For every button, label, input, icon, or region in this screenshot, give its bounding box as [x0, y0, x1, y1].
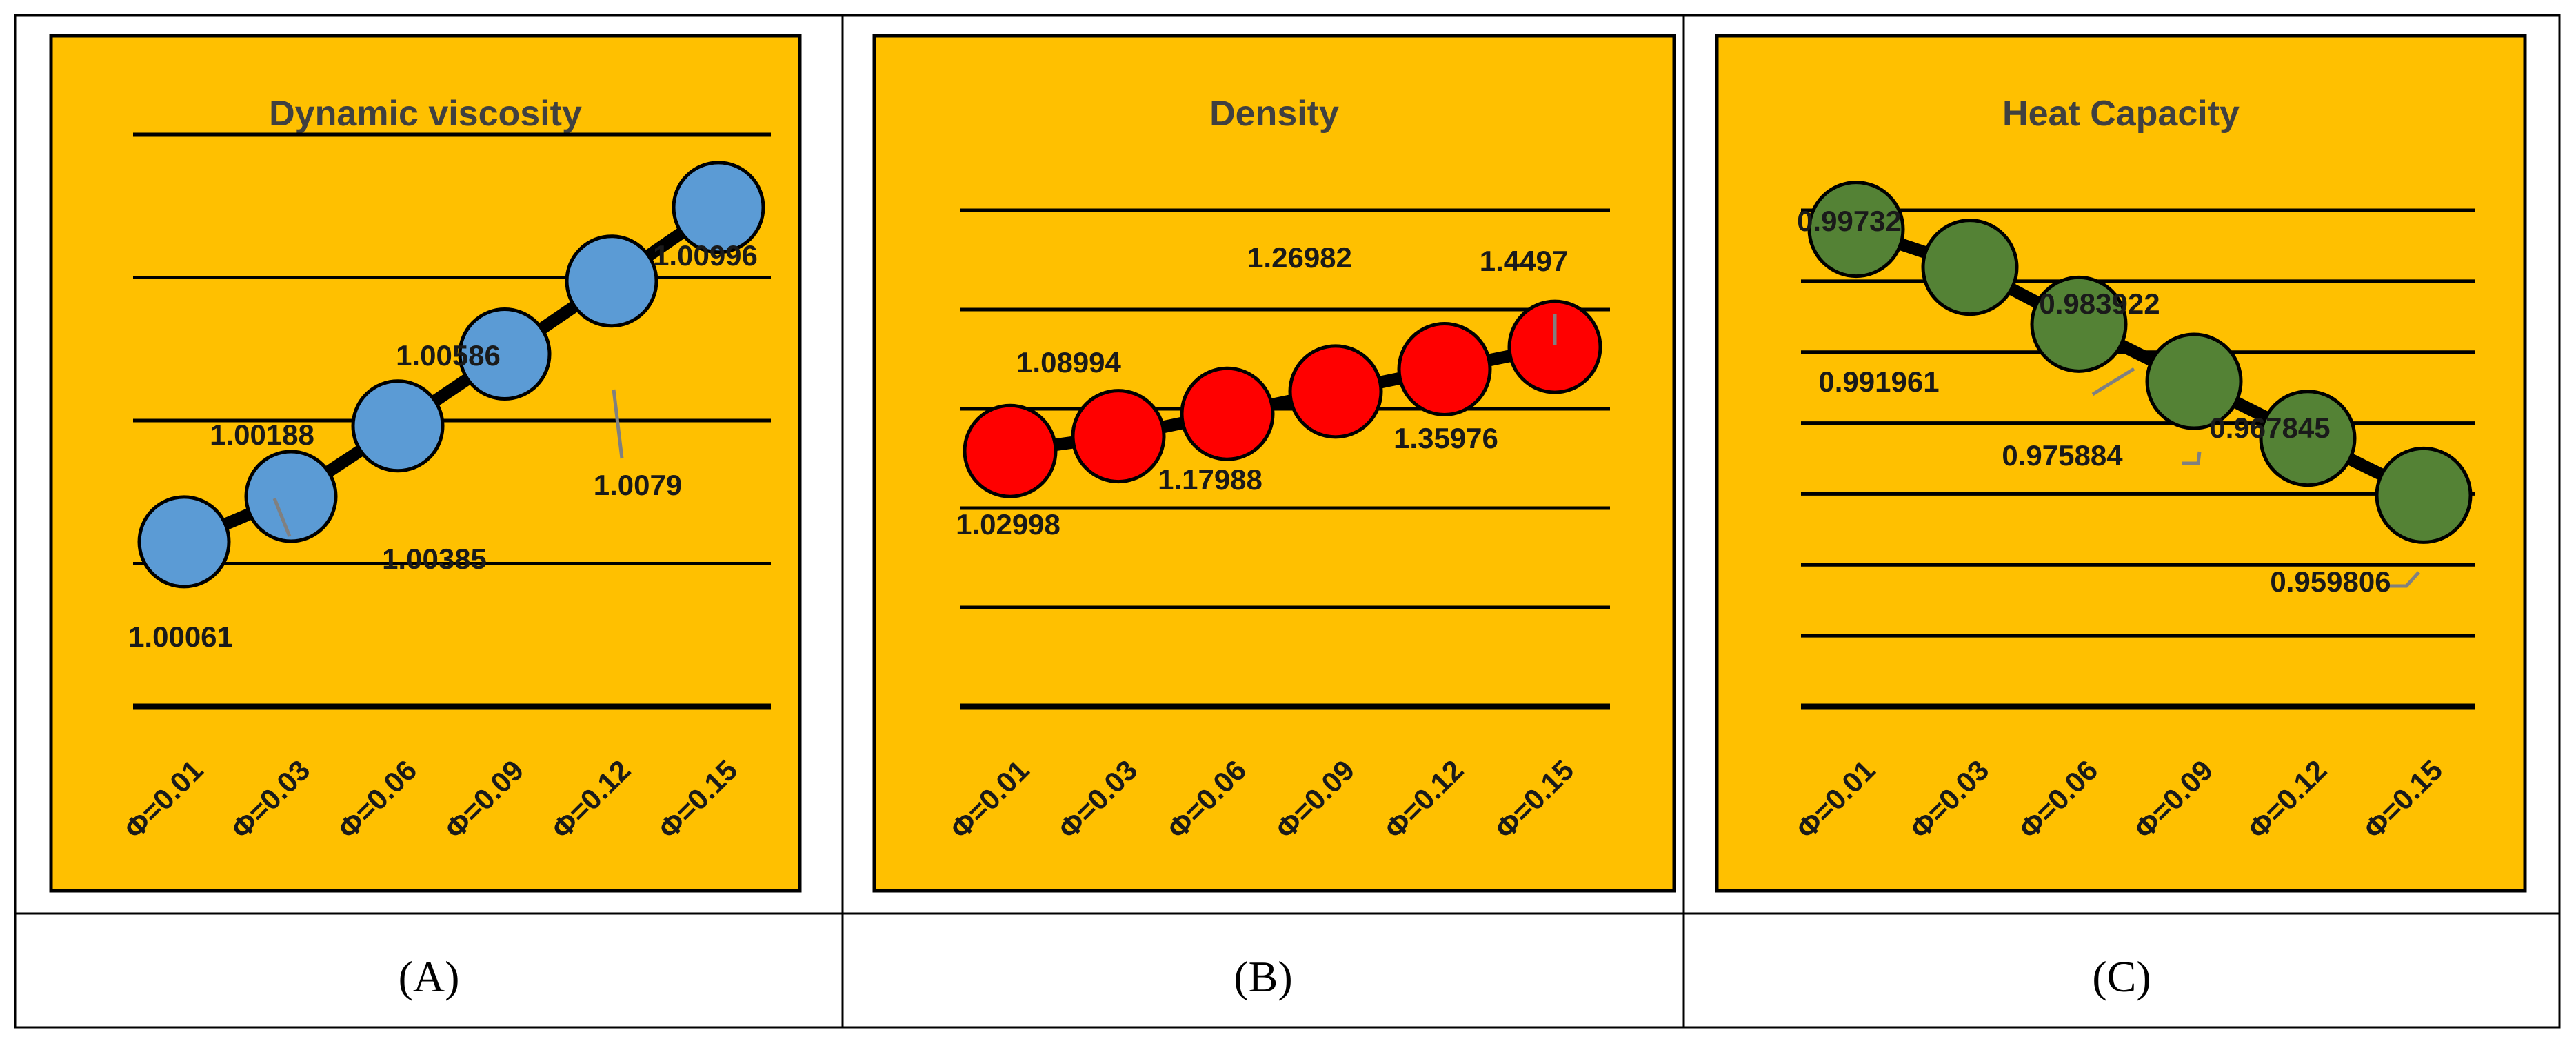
data-point — [2145, 332, 2243, 430]
data-label: 0.959806 — [2270, 565, 2391, 598]
panel-caption: (B) — [1234, 952, 1292, 1001]
panel-caption: (C) — [2092, 952, 2151, 1001]
data-label: 0.967845 — [2209, 412, 2330, 444]
data-label: 0.99732 — [1797, 205, 1902, 237]
data-label: 1.0079 — [594, 469, 682, 501]
data-point — [137, 495, 231, 589]
data-point — [1180, 366, 1275, 461]
chart-title: Heat Capacity — [2002, 94, 2240, 134]
data-point — [672, 161, 765, 254]
data-label: 1.08994 — [1016, 346, 1121, 378]
data-point — [351, 379, 445, 473]
data-label: 1.17988 — [1158, 463, 1262, 496]
data-label: 1.00385 — [382, 543, 487, 575]
data-point — [1921, 219, 2019, 316]
data-label: 0.975884 — [2002, 439, 2123, 472]
data-point — [458, 307, 552, 401]
data-label: 1.00996 — [653, 239, 758, 272]
data-label: 1.4497 — [1480, 245, 1568, 277]
data-label: 1.35976 — [1393, 422, 1498, 454]
data-label: 1.26982 — [1247, 241, 1352, 274]
data-point — [1071, 389, 1166, 484]
data-point — [1288, 344, 1383, 439]
data-label: 0.991961 — [1818, 365, 1939, 398]
chart-panel-3: Heat Capacity 0.99732 0.991961 0.983922 0.97… — [1715, 34, 2527, 893]
leader-line — [2386, 571, 2420, 588]
data-label: 1.00061 — [128, 620, 233, 653]
data-point — [244, 450, 338, 543]
data-point — [2259, 390, 2357, 487]
leader-line — [2091, 367, 2135, 396]
chart-title: Dynamic viscosity — [269, 94, 582, 134]
chart-panel-1: Dynamic viscosity 1.00061 1.00188 1.00385 1.… — [49, 34, 802, 893]
leader-line — [272, 498, 292, 537]
data-point — [963, 403, 1058, 498]
data-point — [1807, 181, 1905, 279]
leader-line — [612, 389, 624, 459]
data-label: 1.00188 — [210, 418, 314, 451]
data-label: 1.02998 — [956, 508, 1060, 541]
panel-caption: (A) — [399, 952, 460, 1001]
data-label: 1.00586 — [396, 339, 501, 372]
leader-line — [2182, 451, 2202, 465]
chart-title: Density — [1209, 94, 1339, 134]
chart-panel-2: Density 1.02998 1.08994 1.17988 1.26982 1.359… — [872, 34, 1676, 893]
data-point — [2375, 446, 2473, 544]
data-point — [1397, 321, 1492, 416]
data-point — [565, 234, 658, 328]
data-label: 0.983922 — [2039, 287, 2160, 320]
chart-background — [872, 34, 1676, 893]
data-point — [2030, 275, 2128, 373]
data-point — [1507, 299, 1602, 394]
